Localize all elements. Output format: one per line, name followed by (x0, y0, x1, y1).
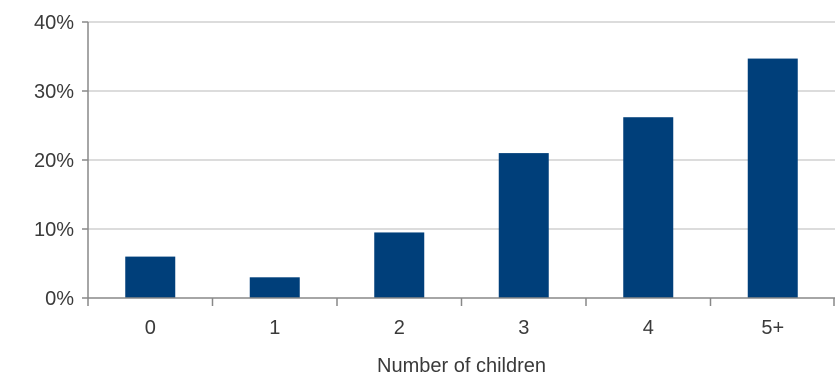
bar-4 (623, 117, 674, 298)
x-axis-title: Number of children (377, 355, 546, 377)
bar-3 (498, 153, 549, 298)
y-tick-label: 20% (34, 150, 74, 172)
x-tick-label: 0 (145, 317, 156, 339)
y-tick-label: 30% (34, 81, 74, 103)
y-tick-label: 0% (45, 288, 74, 310)
bar-2 (374, 232, 425, 298)
x-tick-label: 3 (518, 317, 529, 339)
y-tick-label: 40% (34, 12, 74, 34)
bar-1 (249, 277, 300, 298)
axes (82, 21, 835, 306)
bar-0 (125, 256, 176, 298)
x-tick-label: 1 (269, 317, 280, 339)
bars (125, 58, 798, 298)
x-tick-label: 2 (394, 317, 405, 339)
y-tick-label: 10% (34, 219, 74, 241)
x-tick-label: 4 (643, 317, 654, 339)
y-tick-labels: 0% 10% 20% 30% 40% (34, 12, 74, 310)
bar-5+ (747, 58, 798, 298)
x-tick-labels: 0 1 2 3 4 5+ (145, 317, 784, 339)
gridlines (88, 21, 835, 230)
x-tick-label: 5+ (761, 317, 784, 339)
